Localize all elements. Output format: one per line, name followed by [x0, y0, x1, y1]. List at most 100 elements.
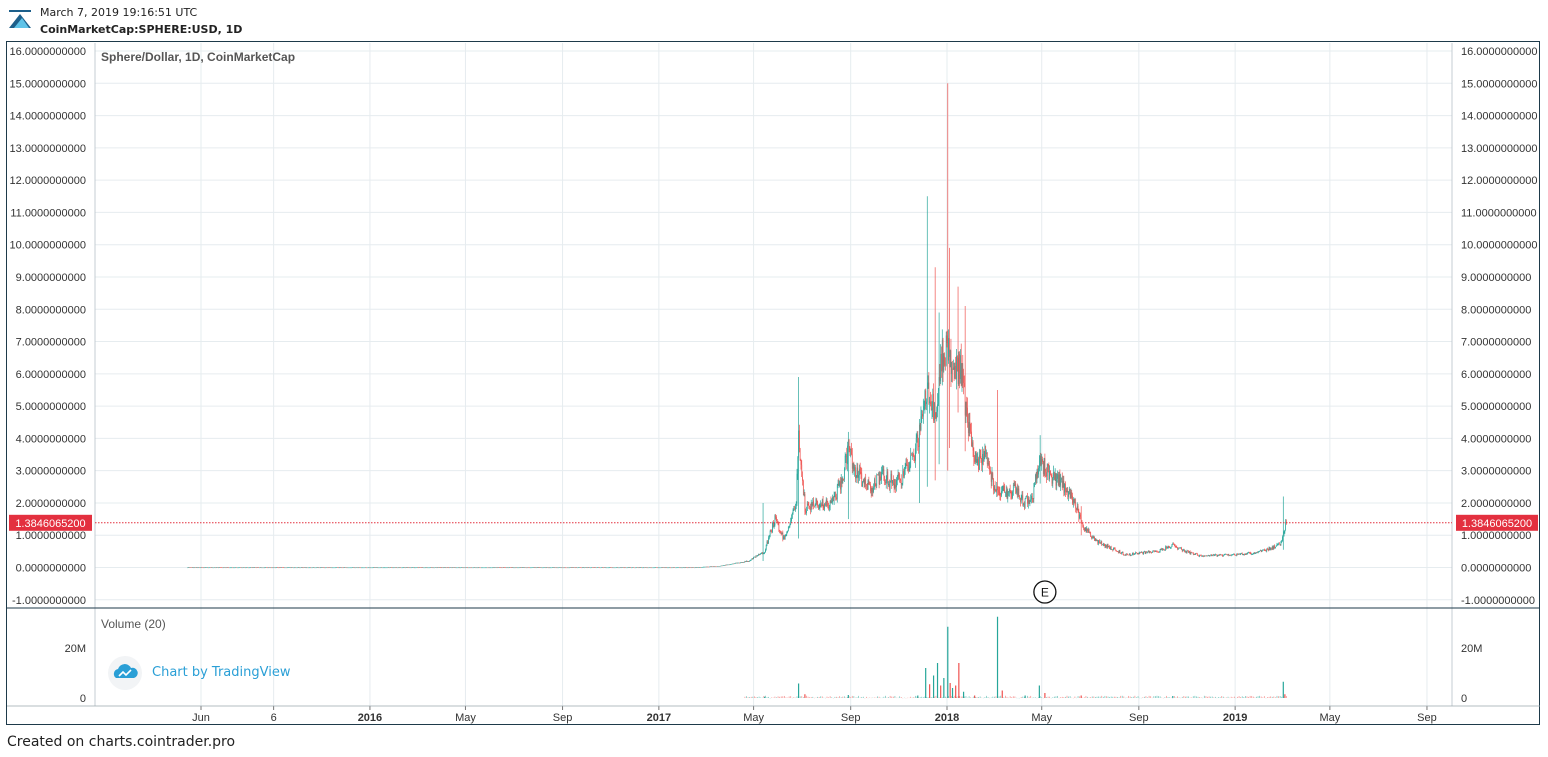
candle-body — [1233, 553, 1235, 555]
candle-body — [190, 567, 192, 568]
candle-body — [779, 530, 780, 532]
candle-body — [315, 567, 317, 569]
candle-body — [1050, 470, 1051, 475]
candle-body — [822, 499, 824, 508]
candle-body — [525, 567, 526, 569]
candle-body — [695, 567, 697, 569]
candle-body — [263, 567, 264, 569]
candle-body — [460, 567, 462, 569]
candle-body — [667, 567, 669, 569]
candle-body — [310, 567, 312, 569]
volume-bar — [782, 696, 784, 698]
candle-body — [1094, 536, 1095, 541]
candle-body — [953, 367, 955, 370]
candle-body — [1185, 551, 1187, 553]
candle-body — [531, 567, 533, 569]
candle-body — [200, 567, 202, 569]
candle-body — [1157, 551, 1159, 553]
candle-body — [1222, 555, 1224, 557]
volume-bar — [757, 697, 758, 698]
candle-body — [842, 479, 844, 484]
candle-body — [917, 434, 919, 446]
candle-body — [1256, 552, 1257, 554]
candle-body — [395, 567, 397, 569]
candle-body — [752, 558, 754, 560]
candle-body — [1036, 470, 1038, 480]
candle-body — [932, 393, 934, 409]
volume-bar — [790, 696, 792, 698]
candle-body — [1239, 553, 1241, 555]
candle-body — [1084, 527, 1085, 531]
candle-body — [503, 567, 505, 568]
candle-body — [645, 567, 647, 569]
candle-body — [1229, 555, 1230, 556]
candle-body — [354, 567, 356, 569]
candle-body — [596, 567, 597, 569]
volume-bar — [1134, 695, 1136, 698]
candle-body — [600, 567, 602, 569]
candle-body — [975, 451, 976, 462]
candle-body — [955, 365, 957, 380]
candle-body — [794, 509, 795, 511]
candle-body — [1119, 550, 1121, 553]
candle-body — [461, 567, 462, 568]
volume-bar — [746, 696, 747, 698]
candle-body — [285, 567, 287, 569]
candle-body — [683, 567, 685, 569]
candle-body — [803, 494, 805, 496]
earnings-event-marker[interactable]: E — [1033, 580, 1057, 604]
candle-body — [1172, 543, 1174, 545]
candle-body — [1028, 498, 1030, 504]
candle-body — [1210, 554, 1212, 556]
candle-body — [570, 567, 571, 568]
volume-bar — [764, 696, 766, 698]
candle-body — [624, 567, 626, 569]
candle-body — [1143, 551, 1144, 555]
candle-body — [904, 469, 905, 477]
volume-bar — [998, 696, 1000, 698]
candle-body — [290, 567, 292, 569]
candle-body — [568, 567, 570, 569]
candle-body — [459, 567, 461, 569]
candle-body — [1005, 491, 1006, 493]
volume-bar — [970, 697, 972, 698]
candle-body — [282, 567, 284, 568]
candle-body — [507, 567, 509, 569]
candle-body — [942, 339, 944, 371]
candle-body — [505, 567, 507, 569]
candle-body — [974, 458, 975, 462]
candle-body — [1207, 555, 1208, 557]
candle-body — [657, 567, 659, 569]
candle-body — [1201, 556, 1203, 557]
candle-body — [1121, 552, 1122, 554]
volume-bar — [1065, 696, 1066, 698]
candle-body — [924, 390, 926, 407]
candle-body — [1261, 550, 1263, 552]
candle-body — [857, 467, 859, 478]
candle-body — [1140, 552, 1141, 553]
chart-frame — [6, 41, 1540, 725]
price-tick-label: 9.0000000000 — [1461, 272, 1531, 284]
candle-body — [1218, 554, 1219, 556]
candle-body — [862, 480, 864, 482]
candle-body — [216, 567, 218, 568]
volume-bar — [812, 696, 814, 698]
candle-body — [322, 567, 323, 568]
candle-body — [259, 567, 261, 569]
volume-bar — [1169, 697, 1171, 698]
candle-body — [1108, 546, 1110, 548]
volume-bar — [1131, 697, 1133, 698]
candle-body — [414, 567, 416, 569]
candle-body — [469, 567, 471, 569]
candle-body — [368, 567, 370, 569]
candle-body — [982, 453, 983, 465]
candle-body — [394, 567, 396, 569]
candle-body — [229, 567, 231, 569]
candle-body — [954, 365, 956, 370]
volume-bar — [1005, 695, 1006, 698]
candle-body — [670, 567, 672, 569]
volume-bar — [888, 697, 889, 698]
candle-body — [621, 567, 623, 569]
candle-body — [1167, 546, 1169, 548]
